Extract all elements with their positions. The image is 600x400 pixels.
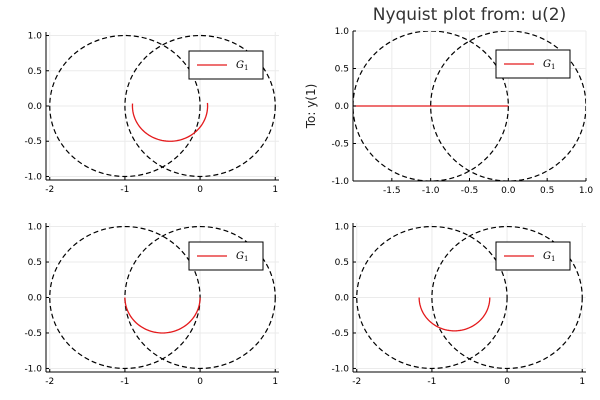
x-tick-label: 1.0: [579, 186, 594, 196]
x-tick-label: -1: [120, 185, 129, 195]
x-tick-label: 0.0: [501, 186, 516, 196]
y-tick-label: 1.0: [335, 27, 350, 37]
y-tick-label: 0.5: [28, 258, 42, 268]
y-tick-label: -0.5: [24, 329, 42, 339]
legend: G1: [188, 50, 264, 80]
x-tick-label: 0: [197, 377, 203, 387]
y-tick-label: -1.0: [24, 364, 42, 374]
reference-circle-2: [124, 225, 276, 370]
plot-area: [353, 31, 586, 181]
legend: G1: [188, 241, 264, 271]
y-axis-label: To: y(1): [304, 84, 318, 130]
y-tick-label: 0.0: [28, 102, 43, 112]
x-tick-label: 1: [272, 377, 278, 387]
chart-title: Nyquist plot from: u(2): [373, 5, 567, 25]
y-tick-label: 1.0: [28, 32, 43, 42]
y-tick-label: 0.0: [335, 294, 350, 304]
reference-circle-1: [356, 225, 508, 370]
reference-circle-2: [124, 34, 276, 178]
x-tick-label: -2: [45, 185, 54, 195]
y-tick-label: 1.0: [28, 223, 43, 233]
reference-circle-1: [49, 225, 201, 370]
x-tick-label: -1: [120, 377, 129, 387]
y-tick-label: 0.5: [28, 67, 42, 77]
series-line-g1: [131, 102, 209, 142]
chart-panel-2: -1.5 -1.0 -0.5 0.0 0.5 1.0 1.0 0.5 0.0 -0.5 -1.0 Ny…: [304, 5, 593, 196]
x-tick-label: -0.5: [461, 186, 479, 196]
y-tick-label: 0.0: [28, 294, 43, 304]
reference-circle-2: [431, 225, 583, 370]
y-tick-label: 0.5: [335, 65, 349, 75]
x-tick-label: 0: [197, 185, 203, 195]
chart-panel-1: -2 -1 0 1 1.0 0.5 0.0 -0.5 -1.0 G1: [24, 32, 279, 195]
chart-panel-3: -2 -1 0 1 1.0 0.5 0.0 -0.5 -1.0 G1: [24, 223, 279, 387]
x-tick-label: -1: [427, 377, 436, 387]
x-tick-label: 0: [504, 377, 510, 387]
y-tick-label: -1.0: [24, 172, 42, 182]
legend: G1: [495, 241, 571, 271]
x-tick-label: 1: [272, 185, 278, 195]
x-tick-label: -1.0: [422, 186, 440, 196]
y-tick-label: -1.0: [331, 177, 349, 187]
x-tick-label: -2: [45, 377, 54, 387]
x-tick-label: -1.5: [383, 186, 401, 196]
y-tick-label: 1.0: [335, 223, 350, 233]
y-tick-label: -0.5: [331, 140, 349, 150]
x-tick-label: -2: [352, 377, 361, 387]
x-tick-label: 1: [579, 377, 585, 387]
x-tick-label: 0.5: [540, 186, 554, 196]
plot-area: [49, 225, 276, 370]
chart-panel-4: -2 -1 0 1 1.0 0.5 0.0 -0.5 -1.0 G1: [331, 223, 586, 387]
y-tick-label: 0.5: [335, 258, 349, 268]
y-tick-label: 0.0: [335, 102, 350, 112]
y-tick-label: -0.5: [331, 329, 349, 339]
reference-circle-1: [49, 34, 201, 178]
y-tick-label: -1.0: [331, 364, 349, 374]
plot-area: [356, 225, 583, 370]
plot-area: [49, 34, 276, 178]
legend: G1: [495, 49, 571, 79]
y-tick-label: -0.5: [24, 137, 42, 147]
series-line-g1: [418, 297, 491, 332]
series-line-g1: [124, 297, 201, 334]
